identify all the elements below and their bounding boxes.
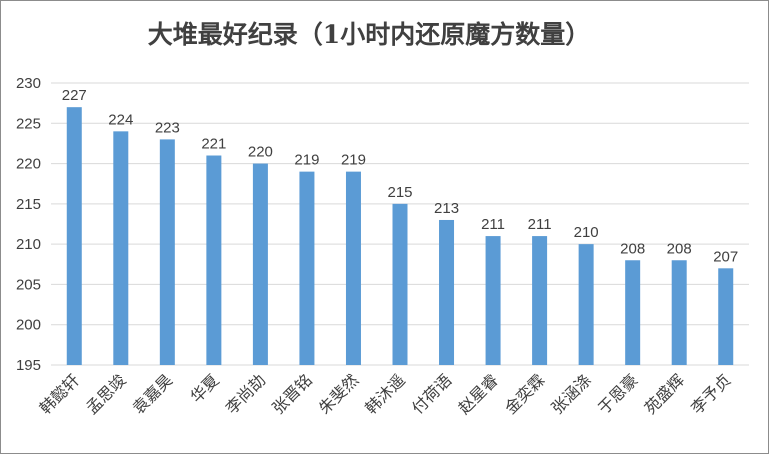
bar xyxy=(113,131,129,365)
data-label: 211 xyxy=(528,216,552,233)
bar xyxy=(439,219,455,365)
chart-title: 大堆最好纪录（1小时内还原魔方数量） xyxy=(148,20,590,49)
y-axis-ticks: 195 200 205 210 215 220 225 230 xyxy=(16,75,41,374)
data-label: 219 xyxy=(341,152,366,169)
bar xyxy=(299,171,315,365)
y-tick-label: 220 xyxy=(16,156,41,173)
data-label: 210 xyxy=(574,224,599,241)
y-tick-label: 195 xyxy=(16,357,41,374)
data-label: 220 xyxy=(248,144,273,161)
data-labels: 227 224 223 221 220 219 219 215 213 211 211 210 208 2… xyxy=(62,87,738,265)
y-tick-label: 225 xyxy=(16,115,41,132)
data-label: 207 xyxy=(713,248,738,265)
category-label: 孟思竣 xyxy=(82,370,129,417)
y-tick-label: 230 xyxy=(16,75,41,92)
data-label: 211 xyxy=(481,216,505,233)
data-label: 227 xyxy=(62,87,87,104)
category-label: 袁嘉昊 xyxy=(129,370,176,417)
data-label: 208 xyxy=(620,240,645,257)
bar xyxy=(625,260,641,365)
bar xyxy=(671,260,687,365)
bar xyxy=(66,107,82,366)
y-tick-label: 200 xyxy=(16,317,41,334)
category-label: 付荷语 xyxy=(408,370,455,417)
data-label: 215 xyxy=(387,184,412,201)
bar xyxy=(159,139,175,365)
data-label: 223 xyxy=(155,119,180,136)
category-label: 李予贞 xyxy=(687,370,734,417)
data-label: 219 xyxy=(294,152,319,169)
y-tick-label: 215 xyxy=(16,196,41,213)
bar xyxy=(578,244,594,365)
category-label: 张涵涤 xyxy=(548,370,595,417)
bars xyxy=(66,107,734,366)
category-label: 张晋铭 xyxy=(268,370,315,417)
data-label: 221 xyxy=(201,136,226,153)
bar xyxy=(252,163,268,365)
category-label: 李尚劼 xyxy=(222,370,269,417)
data-label: 224 xyxy=(108,111,133,128)
bar xyxy=(718,268,734,365)
category-label: 金奕霖 xyxy=(501,370,548,417)
category-label: 苑盛辉 xyxy=(641,370,688,417)
bar xyxy=(206,155,222,365)
bar xyxy=(345,171,361,365)
category-label: 韩懿轩 xyxy=(36,370,83,417)
y-tick-label: 205 xyxy=(16,276,41,293)
data-label: 213 xyxy=(434,200,459,217)
category-label: 华夏 xyxy=(187,370,223,406)
bar xyxy=(392,203,408,365)
bar xyxy=(532,236,548,365)
category-label: 朱斐然 xyxy=(315,370,362,417)
category-label: 赵星睿 xyxy=(455,370,502,417)
data-label: 208 xyxy=(667,240,692,257)
bar xyxy=(485,236,501,365)
category-label: 于恩豪 xyxy=(594,370,641,417)
y-tick-label: 210 xyxy=(16,236,41,253)
category-labels: 韩懿轩 孟思竣 袁嘉昊 华夏 李尚劼 张晋铭 朱斐然 韩沐遥 付荷语 赵星睿 金奕霖 张涵涤 于恩豪 苑盛… xyxy=(36,370,735,417)
category-label: 韩沐遥 xyxy=(361,370,408,417)
